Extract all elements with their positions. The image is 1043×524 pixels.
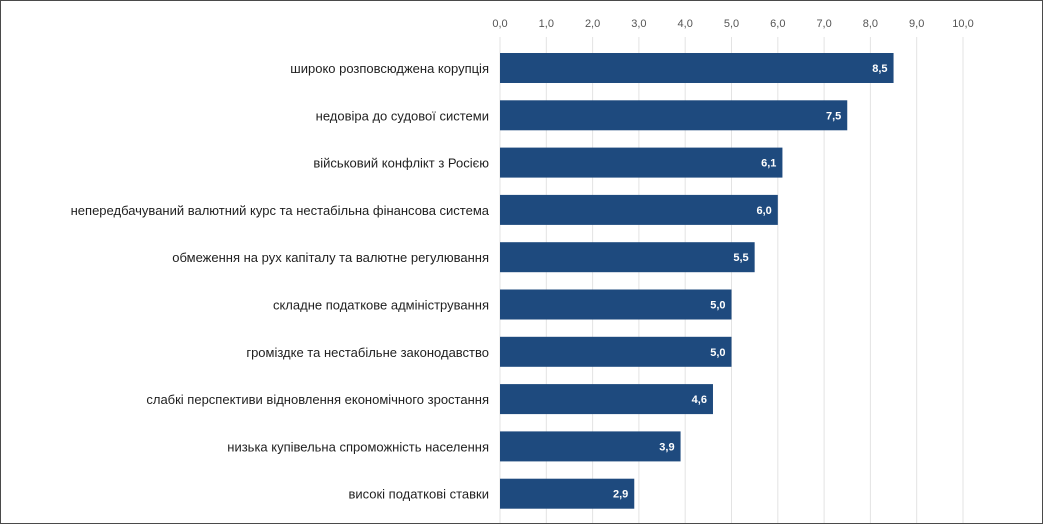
x-tick-label: 4,0 xyxy=(678,18,693,30)
x-tick-label: 8,0 xyxy=(863,18,878,30)
value-label: 6,1 xyxy=(761,158,776,170)
value-label: 3,9 xyxy=(659,441,674,453)
value-label: 2,9 xyxy=(613,489,628,501)
x-axis-ticks: 0,0 1,0 2,0 3,0 4,0 5,0 6,0 7,0 8,0 9,0 10,0 xyxy=(492,18,973,30)
value-label: 8,5 xyxy=(872,63,887,75)
x-tick-label: 5,0 xyxy=(724,18,739,30)
bar xyxy=(500,194,778,225)
bar xyxy=(500,431,681,462)
category-label: складне податкове адміністрування xyxy=(273,298,489,313)
value-label: 4,6 xyxy=(692,394,707,406)
category-labels: широко розповсюджена корупція недовіра до… xyxy=(71,61,490,502)
x-tick-label: 3,0 xyxy=(631,18,646,30)
x-tick-label: 10,0 xyxy=(952,18,973,30)
bar xyxy=(500,100,848,131)
category-label: низька купівельна спроможність населення xyxy=(227,439,489,454)
x-tick-label: 7,0 xyxy=(816,18,831,30)
bar xyxy=(500,384,713,415)
x-tick-label: 2,0 xyxy=(585,18,600,30)
bar xyxy=(500,147,783,178)
bar xyxy=(500,478,635,509)
category-label: широко розповсюджена корупція xyxy=(290,61,489,76)
value-labels: 8,5 7,5 6,1 6,0 5,5 5,0 5,0 4,6 3,9 2,9 xyxy=(613,63,888,501)
category-label: слабкі перспективи відновлення економічн… xyxy=(146,392,489,407)
category-label: непередбачуваний валютний курс та нестаб… xyxy=(71,203,490,218)
bar xyxy=(500,53,894,83)
category-label: недовіра до судової системи xyxy=(316,108,489,123)
x-tick-label: 6,0 xyxy=(770,18,785,30)
value-label: 5,0 xyxy=(710,347,725,359)
bar xyxy=(500,242,755,273)
x-tick-label: 9,0 xyxy=(909,18,924,30)
value-label: 6,0 xyxy=(757,205,772,217)
bars xyxy=(500,53,894,509)
category-label: військовий конфлікт з Росією xyxy=(313,156,489,171)
value-label: 5,5 xyxy=(733,252,748,264)
category-label: громіздке та нестабільне законодавство xyxy=(246,345,489,360)
value-label: 7,5 xyxy=(826,110,841,122)
x-tick-label: 0,0 xyxy=(492,18,507,30)
x-tick-label: 1,0 xyxy=(539,18,554,30)
bar xyxy=(500,289,732,320)
category-label: високі податкові ставки xyxy=(348,487,489,502)
bar xyxy=(500,336,732,367)
category-label: обмеження на рух капіталу та валютне рег… xyxy=(172,250,489,265)
value-label: 5,0 xyxy=(710,300,725,312)
